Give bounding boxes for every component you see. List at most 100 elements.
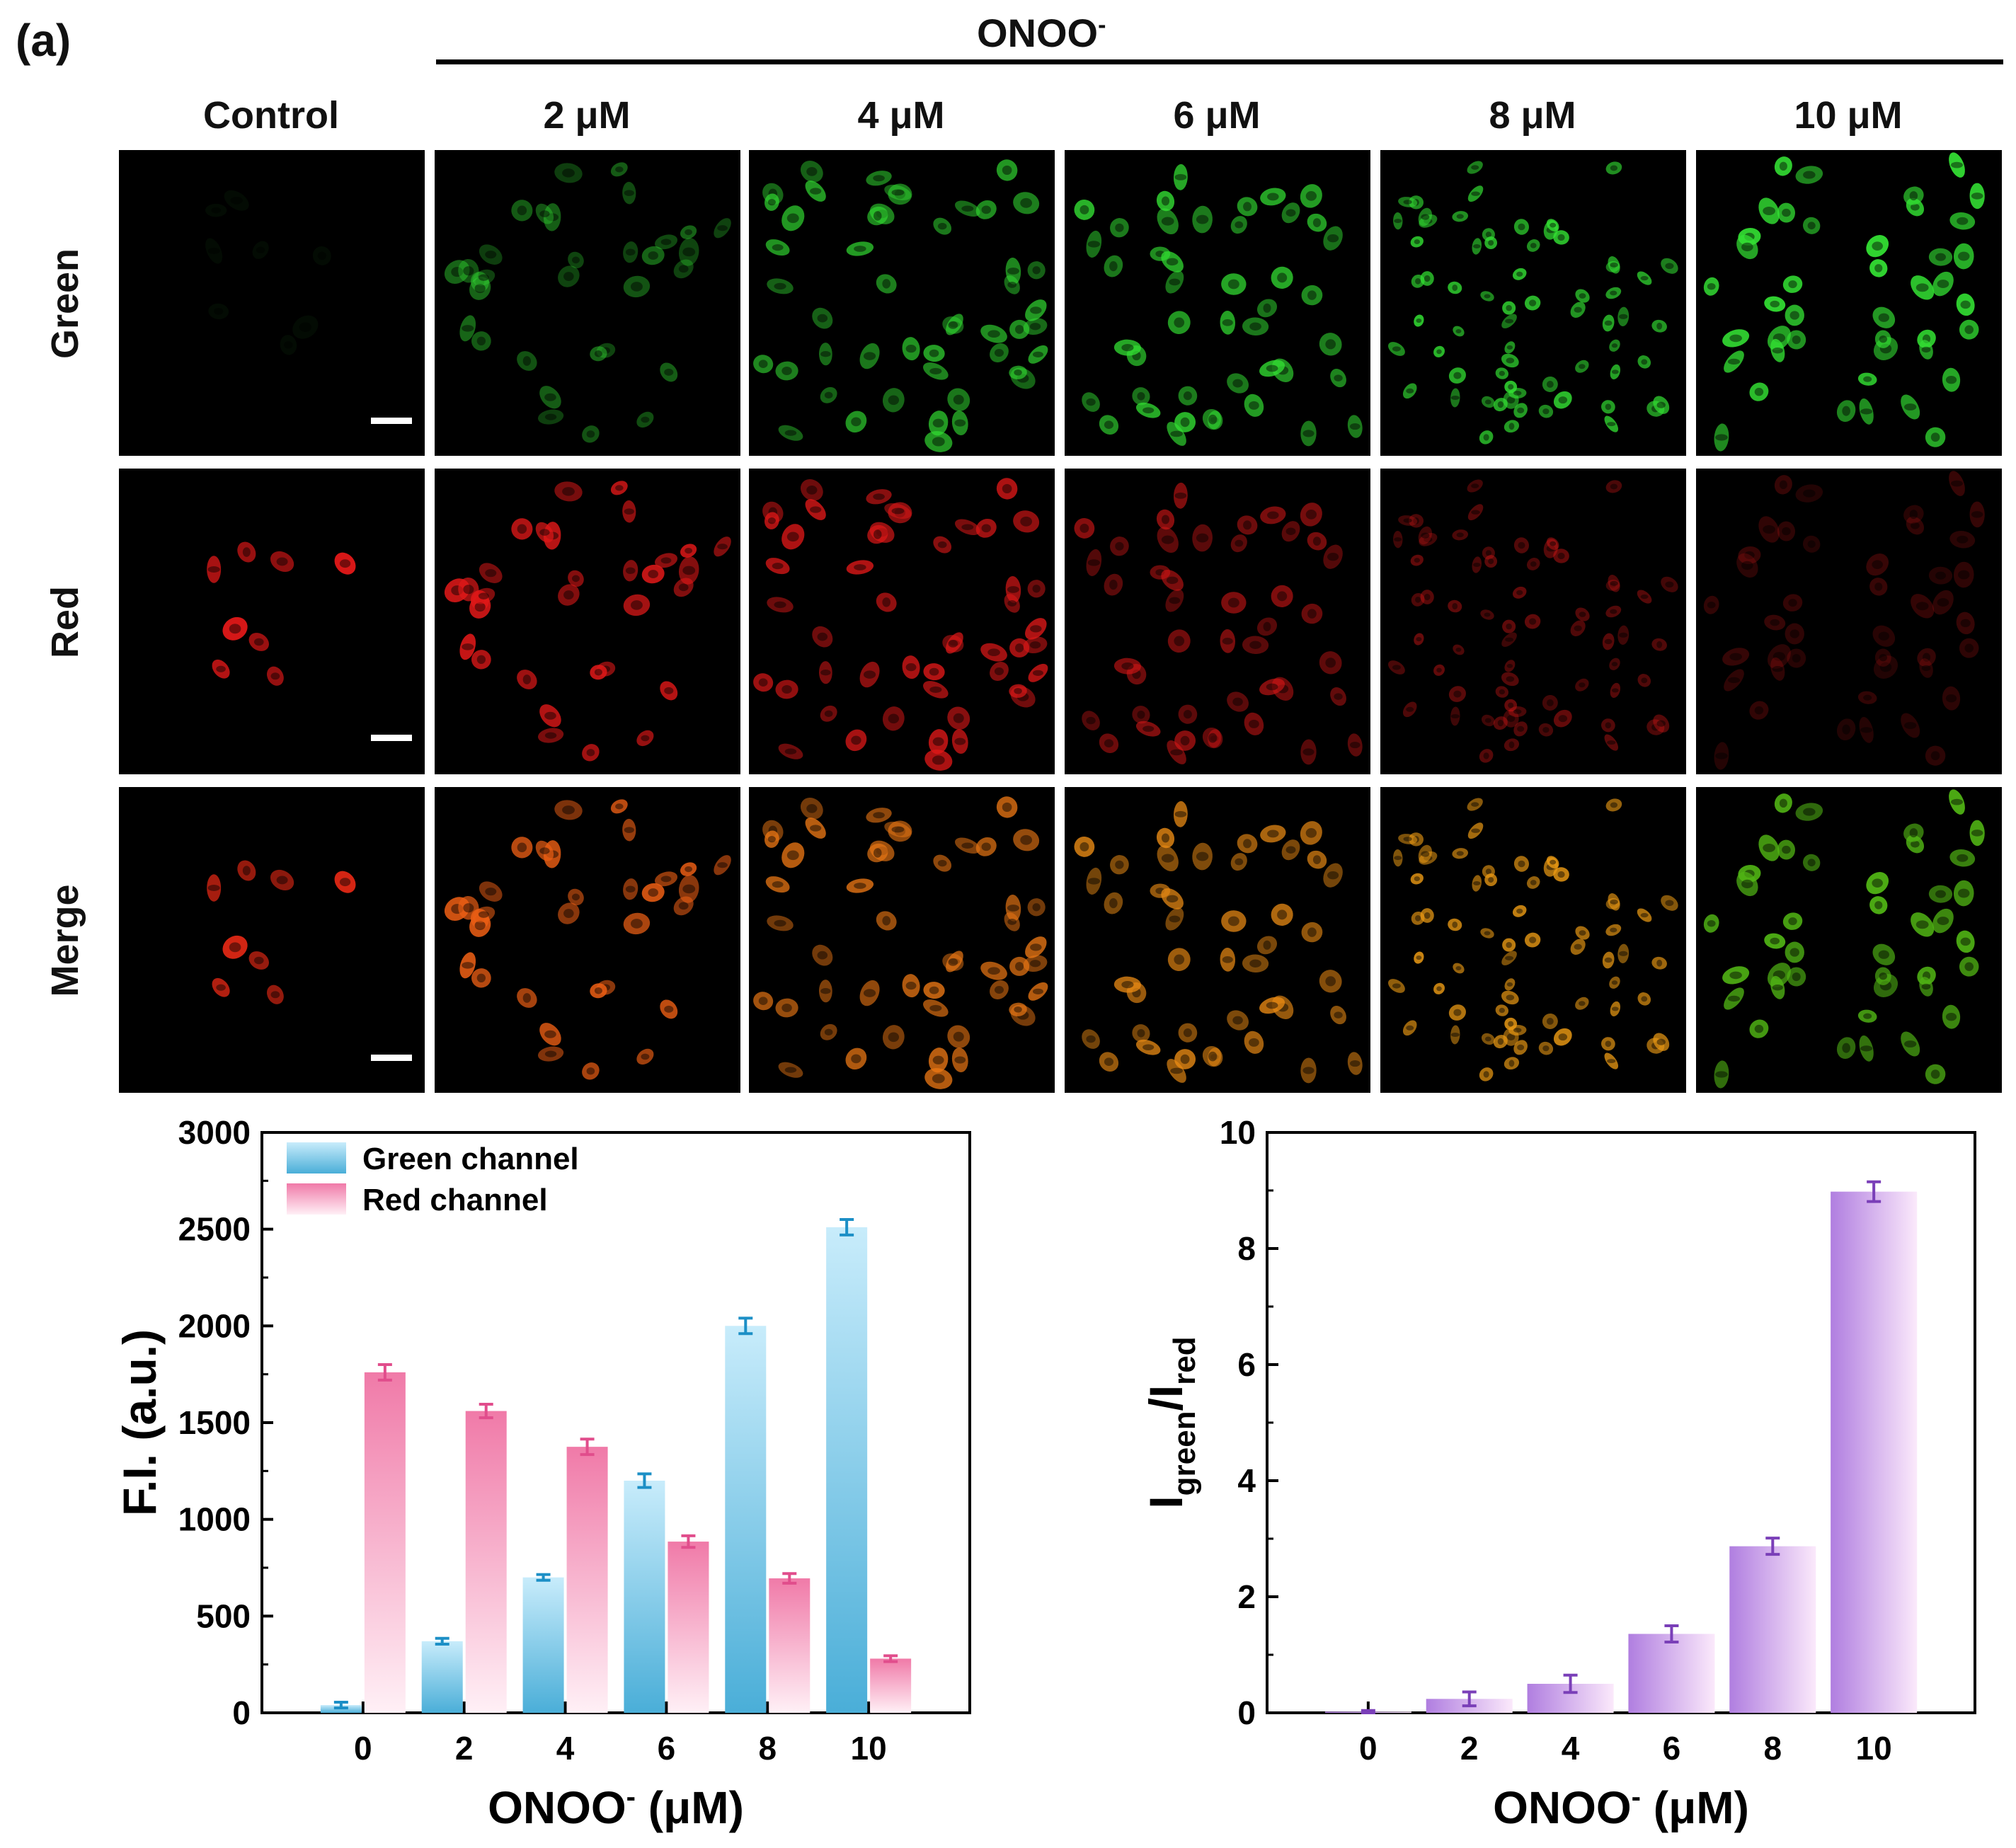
cell-nucleus [1971, 830, 1983, 837]
cell-nucleus [1277, 591, 1288, 602]
legend-label: Red channel [362, 1183, 548, 1217]
cell [1495, 367, 1509, 379]
cell [1414, 951, 1424, 964]
cell [812, 944, 833, 966]
cell-nucleus [1579, 930, 1586, 936]
cell-nucleus [1455, 966, 1462, 970]
cell-nucleus [1349, 1060, 1361, 1067]
cell [1502, 619, 1516, 633]
cell-nucleus [767, 836, 776, 843]
cell-nucleus [207, 885, 220, 891]
cell-nucleus [1770, 300, 1780, 308]
cell-nucleus [1789, 629, 1799, 638]
cell-nucleus [601, 347, 610, 354]
cell [471, 331, 491, 351]
cell-nucleus [1302, 748, 1315, 756]
cell [267, 666, 284, 686]
cell [1192, 524, 1213, 552]
cell-nucleus [1915, 920, 1929, 929]
cell-nucleus [1249, 719, 1259, 728]
micrograph-tile [435, 787, 740, 1093]
cell-nucleus [207, 248, 220, 254]
cell [1513, 721, 1528, 737]
cell [778, 1062, 803, 1078]
cell [458, 258, 479, 283]
cell [1608, 575, 1620, 592]
cell [568, 251, 584, 268]
cell [1502, 938, 1516, 952]
cell [1575, 678, 1589, 691]
cell [1244, 394, 1264, 417]
cell [1323, 544, 1343, 569]
cell [1859, 1035, 1874, 1062]
cell-nucleus [463, 266, 474, 276]
cell [1949, 471, 1965, 496]
cell-nucleus [615, 803, 624, 810]
cell-nucleus [1842, 1043, 1850, 1053]
cell [1959, 319, 1979, 340]
cell-nucleus [1579, 1001, 1586, 1006]
cell-nucleus [1957, 217, 1969, 225]
cell-nucleus [563, 272, 574, 281]
cell-nucleus [1472, 563, 1481, 567]
cell-nucleus [242, 866, 251, 876]
cell-nucleus [1788, 917, 1797, 926]
cell [1113, 339, 1142, 356]
cell [590, 983, 607, 999]
cell [459, 952, 476, 979]
cell-nucleus [539, 529, 550, 536]
cell-nucleus [948, 321, 958, 329]
cell [1110, 218, 1129, 238]
cell-nucleus [485, 251, 497, 259]
cell-nucleus [1007, 586, 1019, 593]
cell [224, 190, 249, 211]
cell-nucleus [1550, 859, 1557, 865]
cell-nucleus [1665, 581, 1674, 588]
cell-nucleus [1484, 294, 1491, 299]
cell-nucleus [1196, 533, 1209, 543]
cell [1009, 319, 1030, 339]
cell-nucleus [1307, 927, 1317, 937]
cell [1617, 306, 1630, 326]
x-tick-label: 2 [455, 1730, 474, 1767]
cell-nucleus [1558, 715, 1568, 723]
cell [1192, 842, 1213, 871]
cell [1023, 636, 1048, 654]
cell [714, 855, 731, 876]
cell [1609, 976, 1620, 989]
cell-nucleus [586, 430, 595, 438]
cell [1330, 369, 1346, 388]
cell-nucleus [1455, 648, 1462, 652]
cell-nucleus [1180, 417, 1190, 427]
cell [1869, 259, 1888, 277]
cell [1859, 717, 1874, 743]
cell [818, 980, 832, 1003]
cell [1157, 208, 1179, 235]
cell-nucleus [1782, 845, 1791, 854]
cell [1347, 1052, 1363, 1075]
cell-nucleus [1161, 535, 1174, 544]
cell-nucleus [641, 1053, 650, 1060]
cell-nucleus [1610, 609, 1617, 614]
cell [1542, 694, 1558, 711]
cell-nucleus [1414, 558, 1421, 563]
cell-nucleus [1863, 376, 1872, 382]
cell [1722, 648, 1750, 666]
y-axis-label-sub: green [1167, 1411, 1202, 1496]
y-tick-label: 500 [196, 1597, 251, 1634]
micrograph-tile [435, 469, 740, 774]
cell-nucleus [1792, 972, 1801, 982]
cell [1953, 561, 1974, 588]
cell-nucleus [894, 189, 906, 200]
cell [1542, 376, 1558, 392]
cell-nucleus [882, 916, 891, 926]
cell-nucleus [937, 222, 947, 230]
cell [1086, 230, 1102, 258]
cell-nucleus [1715, 1071, 1728, 1078]
cell [568, 570, 584, 587]
cell-nucleus [1789, 948, 1799, 957]
cell-nucleus [1508, 1021, 1514, 1027]
micrograph-tile [1065, 469, 1370, 774]
cell [654, 871, 678, 887]
cell [1110, 855, 1129, 875]
